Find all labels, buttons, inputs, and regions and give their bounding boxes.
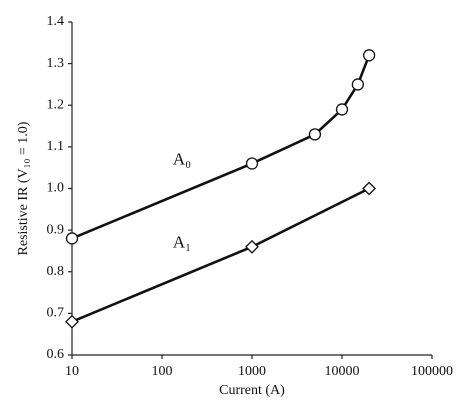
x-tick-label: 10 bbox=[65, 364, 79, 379]
y-tick-label: 0.6 bbox=[47, 347, 65, 362]
y-axis-label: Resistive IR (V₁₀ = 1.0) bbox=[16, 121, 31, 255]
x-tick-label: 100000 bbox=[411, 364, 453, 379]
marker bbox=[65, 314, 79, 329]
marker bbox=[308, 128, 322, 141]
x-tick-label: 1000 bbox=[238, 364, 266, 379]
y-tick-label: 0.7 bbox=[47, 306, 65, 321]
series-line bbox=[71, 187, 370, 323]
marker bbox=[362, 181, 377, 196]
y-tick-label: 0.8 bbox=[47, 264, 65, 279]
series-label: A₁ bbox=[173, 233, 191, 252]
y-tick-label: 1.2 bbox=[47, 97, 65, 112]
series-label: A₀ bbox=[173, 149, 191, 168]
x-tick-label: 10000 bbox=[325, 364, 360, 379]
x-tick-label: 100 bbox=[152, 364, 173, 379]
marker bbox=[65, 232, 79, 245]
y-tick-label: 1.1 bbox=[47, 139, 65, 154]
marker bbox=[245, 239, 259, 254]
marker bbox=[245, 157, 259, 170]
y-tick-label: 1.0 bbox=[47, 181, 65, 196]
x-axis-label: Current (A) bbox=[219, 383, 285, 398]
marker bbox=[351, 78, 364, 91]
marker bbox=[362, 49, 376, 62]
y-tick-label: 1.4 bbox=[47, 14, 65, 29]
y-tick-label: 0.9 bbox=[47, 222, 65, 237]
marker bbox=[335, 103, 349, 116]
y-tick-label: 1.3 bbox=[47, 56, 65, 71]
